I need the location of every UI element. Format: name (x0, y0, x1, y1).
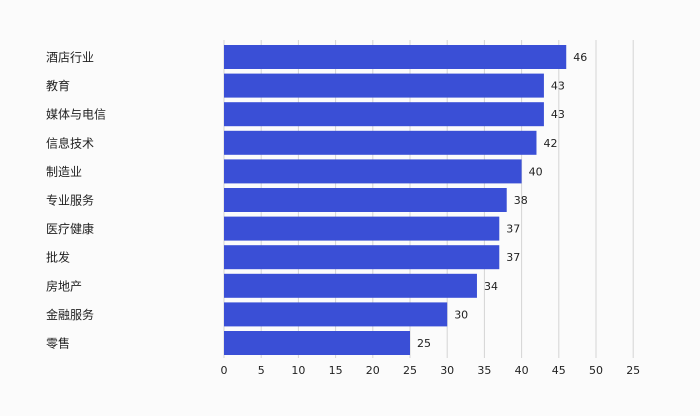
bar (224, 331, 410, 355)
x-tick-label: 5 (258, 364, 265, 377)
x-tick-label: 25 (403, 364, 417, 377)
value-label: 43 (551, 80, 565, 93)
x-tick-label: 30 (440, 364, 454, 377)
y-tick-label: 专业服务 (46, 193, 94, 208)
value-label: 37 (506, 251, 520, 264)
bar (224, 130, 537, 155)
bar (224, 273, 477, 298)
bar (224, 102, 544, 127)
y-tick-label: 批发 (46, 250, 70, 265)
x-tick-label: 0 (221, 364, 228, 377)
x-tick-label: 10 (291, 364, 305, 377)
x-tick-label: 20 (366, 364, 380, 377)
y-tick-label: 金融服务 (46, 307, 94, 322)
x-tick-label: 45 (552, 364, 566, 377)
bar (224, 302, 448, 327)
y-tick-label: 信息技术 (46, 135, 94, 150)
x-tick-label: 40 (515, 364, 529, 377)
y-tick-label: 房地产 (46, 278, 82, 293)
y-tick-label: 制造业 (46, 165, 82, 179)
x-tick-label: 35 (477, 364, 491, 377)
bar (224, 45, 567, 69)
value-label: 38 (514, 194, 528, 207)
y-tick-label: 酒店行业 (46, 51, 94, 65)
value-label: 34 (484, 280, 498, 293)
bar (224, 188, 507, 212)
value-label: 30 (454, 308, 468, 321)
bar (224, 159, 522, 184)
value-label: 46 (573, 51, 587, 64)
y-tick-label: 教育 (46, 78, 70, 93)
bar (224, 216, 500, 241)
x-tick-label: 25 (626, 364, 640, 377)
value-label: 43 (551, 108, 565, 121)
bar (224, 245, 500, 270)
y-tick-label: 媒体与电信 (46, 108, 106, 122)
x-tick-label: 15 (329, 364, 343, 377)
value-label: 42 (543, 137, 557, 150)
x-tick-label: 50 (589, 364, 603, 377)
value-label: 37 (506, 223, 520, 236)
y-tick-label: 医疗健康 (46, 221, 94, 236)
value-label: 40 (529, 165, 543, 178)
value-label: 25 (417, 337, 431, 350)
y-tick-label: 零售 (46, 336, 70, 351)
bar (224, 73, 544, 98)
